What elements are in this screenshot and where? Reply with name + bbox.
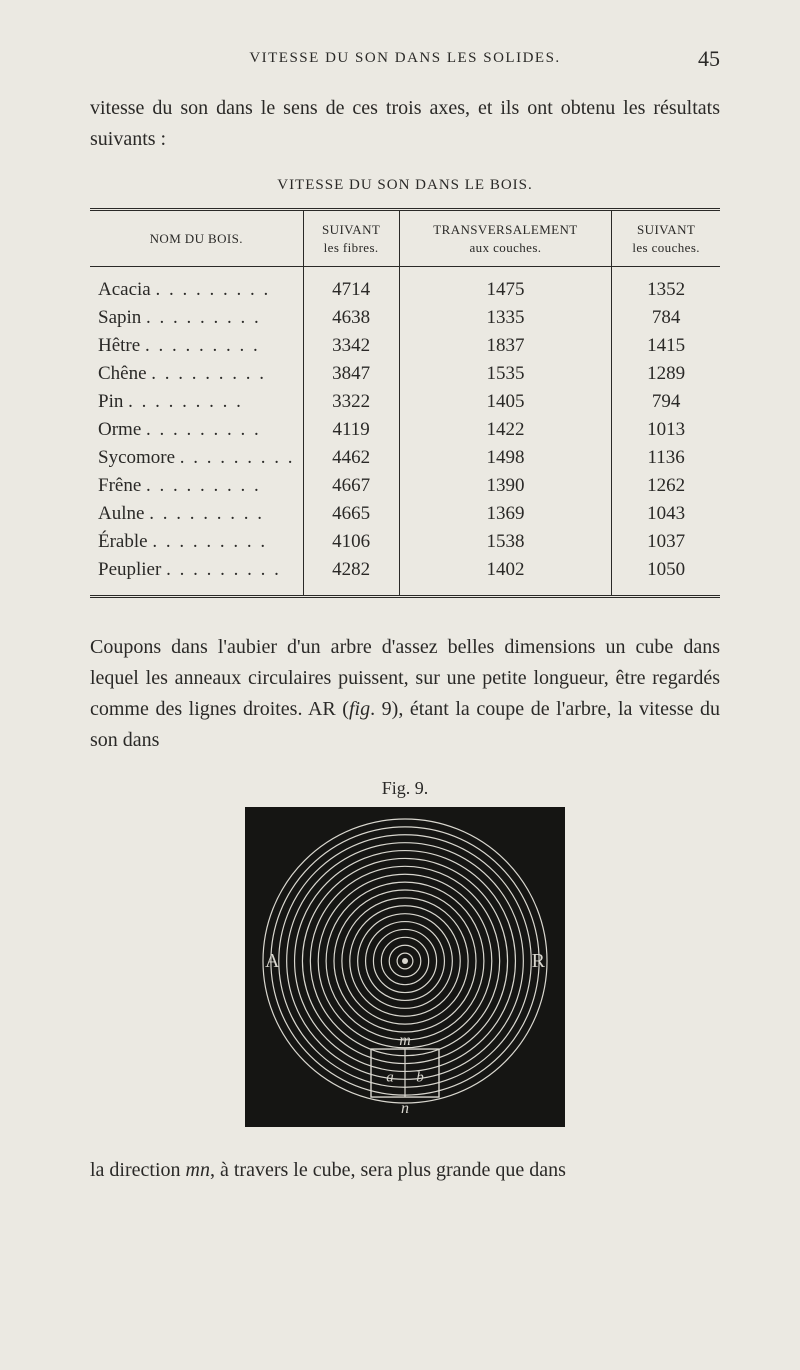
- table-header-row: NOM DU BOIS. SUIVANT les fibres. TRANSVE…: [90, 210, 720, 267]
- svg-text:b: b: [416, 1070, 424, 1086]
- wood-name: Sycomore . . . . . . . . .: [90, 444, 303, 472]
- table-row: Érable . . . . . . . . .410615381037: [90, 528, 720, 556]
- table-cell: 4665: [303, 500, 399, 528]
- table-title: VITESSE DU SON DANS LE BOIS.: [90, 177, 720, 194]
- table-cell: 784: [612, 304, 720, 332]
- wood-name: Chêne . . . . . . . . .: [90, 360, 303, 388]
- figure-tree-rings: A Rm na b: [245, 807, 565, 1127]
- figure-caption: Fig. 9.: [90, 778, 720, 799]
- table-row: Orme . . . . . . . . .411914221013: [90, 416, 720, 444]
- table-cell: 1043: [612, 500, 720, 528]
- col-header-transversal: TRANSVERSALEMENT aux couches.: [399, 210, 612, 267]
- col-header-name: NOM DU BOIS.: [90, 210, 303, 267]
- table-cell: 1262: [612, 472, 720, 500]
- table-cell: 4282: [303, 556, 399, 597]
- table-cell: 1837: [399, 332, 612, 360]
- svg-text:a: a: [386, 1070, 394, 1086]
- table-row: Pin . . . . . . . . .33221405794: [90, 388, 720, 416]
- wood-name: Peuplier . . . . . . . . .: [90, 556, 303, 597]
- mid-paragraph: Coupons dans l'aubier d'un arbre d'assez…: [90, 632, 720, 756]
- table-row: Hêtre . . . . . . . . .334218371415: [90, 332, 720, 360]
- table-cell: 1538: [399, 528, 612, 556]
- table-cell: 1289: [612, 360, 720, 388]
- table-cell: 3847: [303, 360, 399, 388]
- table-row: Acacia . . . . . . . . .471414751352: [90, 267, 720, 305]
- table-cell: 1369: [399, 500, 612, 528]
- table-cell: 4667: [303, 472, 399, 500]
- intro-paragraph: vitesse du son dans le sens de ces trois…: [90, 93, 720, 155]
- svg-text:m: m: [399, 1032, 411, 1049]
- table-cell: 4119: [303, 416, 399, 444]
- svg-text:A: A: [265, 950, 280, 972]
- table-row: Peuplier . . . . . . . . .428214021050: [90, 556, 720, 597]
- table-cell: 1390: [399, 472, 612, 500]
- wood-name: Sapin . . . . . . . . .: [90, 304, 303, 332]
- running-head: VITESSE DU SON DANS LES SOLIDES. 45: [90, 50, 720, 67]
- svg-text:n: n: [401, 1100, 409, 1117]
- table-row: Chêne . . . . . . . . .384715351289: [90, 360, 720, 388]
- table-cell: 1037: [612, 528, 720, 556]
- table-cell: 3322: [303, 388, 399, 416]
- closing-paragraph: la direction mn, à travers le cube, sera…: [90, 1155, 720, 1186]
- table-cell: 4638: [303, 304, 399, 332]
- table-cell: 1402: [399, 556, 612, 597]
- table-cell: 794: [612, 388, 720, 416]
- col-header-couches: SUIVANT les couches.: [612, 210, 720, 267]
- wood-name: Orme . . . . . . . . .: [90, 416, 303, 444]
- col-header-fibres: SUIVANT les fibres.: [303, 210, 399, 267]
- table-row: Sapin . . . . . . . . .46381335784: [90, 304, 720, 332]
- running-title: VITESSE DU SON DANS LES SOLIDES.: [249, 50, 560, 66]
- table-row: Sycomore . . . . . . . . .446214981136: [90, 444, 720, 472]
- table-cell: 1535: [399, 360, 612, 388]
- wood-name: Acacia . . . . . . . . .: [90, 267, 303, 305]
- table-row: Aulne . . . . . . . . .466513691043: [90, 500, 720, 528]
- table-cell: 1498: [399, 444, 612, 472]
- table-cell: 1405: [399, 388, 612, 416]
- table-cell: 1335: [399, 304, 612, 332]
- table-cell: 4106: [303, 528, 399, 556]
- table-cell: 1415: [612, 332, 720, 360]
- table-cell: 1352: [612, 267, 720, 305]
- page-number: 45: [698, 46, 720, 72]
- table-row: Frêne . . . . . . . . .466713901262: [90, 472, 720, 500]
- table-cell: 4462: [303, 444, 399, 472]
- table-cell: 1475: [399, 267, 612, 305]
- wood-name: Érable . . . . . . . . .: [90, 528, 303, 556]
- table-cell: 1013: [612, 416, 720, 444]
- wood-name: Frêne . . . . . . . . .: [90, 472, 303, 500]
- table-cell: 1422: [399, 416, 612, 444]
- data-table: NOM DU BOIS. SUIVANT les fibres. TRANSVE…: [90, 208, 720, 598]
- wood-name: Aulne . . . . . . . . .: [90, 500, 303, 528]
- svg-text:R: R: [532, 950, 546, 972]
- table-cell: 1136: [612, 444, 720, 472]
- table-cell: 4714: [303, 267, 399, 305]
- table-cell: 3342: [303, 332, 399, 360]
- wood-name: Pin . . . . . . . . .: [90, 388, 303, 416]
- wood-name: Hêtre . . . . . . . . .: [90, 332, 303, 360]
- table-cell: 1050: [612, 556, 720, 597]
